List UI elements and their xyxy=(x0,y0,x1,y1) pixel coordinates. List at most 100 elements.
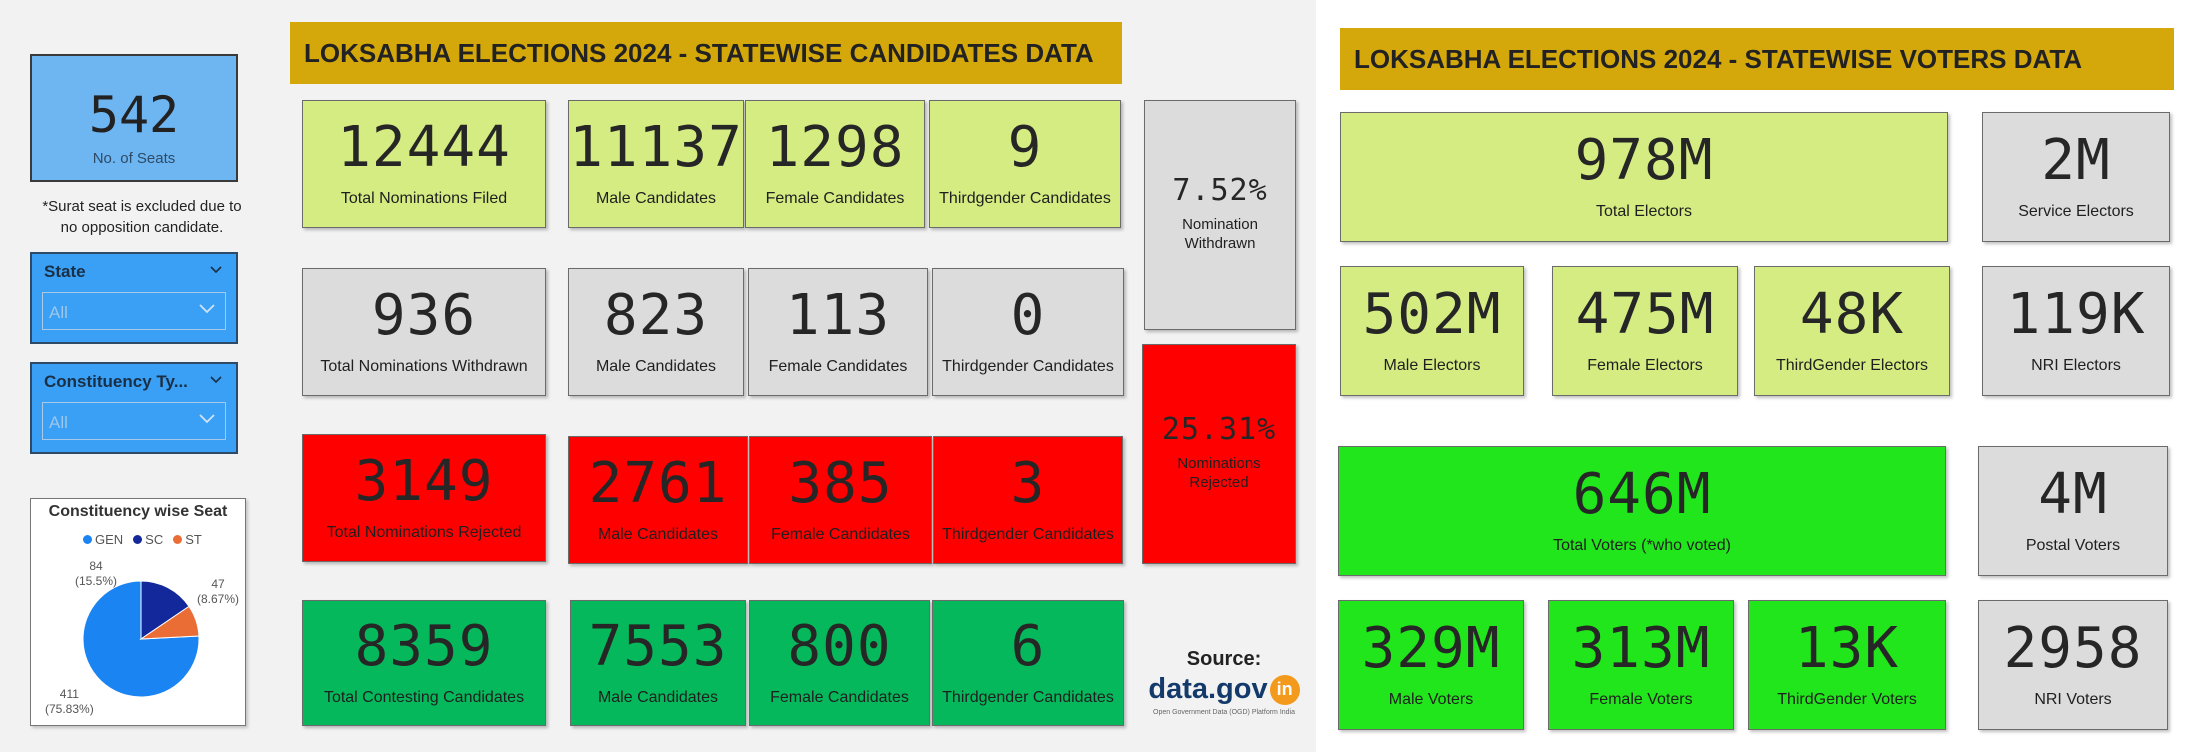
candidates-dashboard: LOKSABHA ELECTIONS 2024 - STATEWISE CAND… xyxy=(0,0,1316,752)
card-value: 12444 xyxy=(337,115,511,180)
card-label: Total Nominations Rejected xyxy=(326,524,522,541)
card-label: Male Electors xyxy=(1383,357,1481,374)
voters-dashboard: LOKSABHA ELECTIONS 2024 - STATEWISE VOTE… xyxy=(1316,0,2190,752)
pie-slice-sc[interactable] xyxy=(140,580,190,640)
card-value: 978M xyxy=(1574,128,1714,193)
chevron-down-icon[interactable] xyxy=(210,374,222,386)
pie-title: Constituency wise Seat xyxy=(48,503,228,520)
contesting-thirdgender-card: 6 Thirdgender Candidates xyxy=(932,600,1124,726)
pie-label-value: 84 xyxy=(89,559,103,573)
thirdgender-electors-card: 48K ThirdGender Electors xyxy=(1754,266,1950,396)
total-nominations-rejected-card: 3149 Total Nominations Rejected xyxy=(302,434,546,562)
pie-label-value: 47 xyxy=(211,577,225,591)
chevron-down-icon xyxy=(199,304,215,314)
postal-voters-card: 4M Postal Voters xyxy=(1978,446,2168,576)
card-label: Female Voters xyxy=(1589,691,1693,708)
card-label: Thirdgender Candidates xyxy=(942,689,1114,706)
constituency-type-slicer-label: Constituency Ty... xyxy=(44,372,188,391)
card-value: 7553 xyxy=(588,614,728,679)
pie-label-value: 411 xyxy=(59,687,79,701)
state-dropdown[interactable]: All xyxy=(42,292,226,330)
legend-label: GEN xyxy=(95,532,124,547)
legend-item-st[interactable]: ST xyxy=(173,532,202,547)
legend-label: ST xyxy=(185,532,202,547)
card-value: 6 xyxy=(1010,614,1046,679)
card-label: Female Candidates xyxy=(770,689,909,706)
card-label: Postal Voters xyxy=(2025,537,2121,554)
contesting-female-card: 800 Female Candidates xyxy=(749,600,930,726)
card-label: ThirdGender Electors xyxy=(1775,357,1929,374)
contesting-male-card: 7553 Male Candidates xyxy=(570,600,746,726)
card-label: Total Nominations Withdrawn xyxy=(320,358,528,375)
card-value: 0 xyxy=(1010,283,1046,348)
card-value: 329M xyxy=(1361,616,1501,681)
pie-label-st: 47 (8.67%) xyxy=(197,577,239,607)
card-label: Thirdgender Candidates xyxy=(942,526,1114,543)
card-label: ThirdGender Voters xyxy=(1777,691,1917,708)
card-label: Male Candidates xyxy=(597,689,719,706)
card-label: Female Electors xyxy=(1587,357,1703,374)
rejected-female-card: 385 Female Candidates xyxy=(749,436,932,564)
card-value: 13K xyxy=(1794,616,1900,681)
card-label: Female Candidates xyxy=(765,190,905,207)
legend-item-gen[interactable]: GEN xyxy=(83,532,123,547)
card-value: 119K xyxy=(2006,282,2146,347)
constituency-type-slicer[interactable]: Constituency Ty... All xyxy=(30,362,238,454)
pie-label-percent: (75.83%) xyxy=(45,702,94,716)
state-dropdown-value: All xyxy=(49,303,68,322)
rejected-male-card: 2761 Male Candidates xyxy=(568,436,748,564)
card-label: NRI Electors xyxy=(2031,357,2121,374)
card-value: 3 xyxy=(1010,451,1046,516)
card-value: 4M xyxy=(2038,462,2108,527)
male-electors-card: 502M Male Electors xyxy=(1340,266,1524,396)
card-value: 48K xyxy=(1799,282,1905,347)
thirdgender-voters-card: 13K ThirdGender Voters xyxy=(1748,600,1946,730)
card-value: 113 xyxy=(785,283,891,348)
nomination-withdrawn-percent-card: 7.52% Nomination Withdrawn xyxy=(1144,100,1296,330)
card-value: 313M xyxy=(1571,616,1711,681)
source-tagline: Open Government Data (OGD) Platform Indi… xyxy=(1153,709,1295,716)
legend-item-sc[interactable]: SC xyxy=(133,532,163,547)
card-value: 25.31% xyxy=(1161,412,1277,448)
total-voters-card: 646M Total Voters (*who voted) xyxy=(1338,446,1946,576)
card-value: 823 xyxy=(603,283,709,348)
card-value: 3149 xyxy=(354,449,494,514)
pie-legend: GEN SC ST xyxy=(83,532,202,547)
voters-title: LOKSABHA ELECTIONS 2024 - STATEWISE VOTE… xyxy=(1340,28,2174,90)
card-value: 646M xyxy=(1572,462,1712,527)
card-value: 1298 xyxy=(765,115,905,180)
card-value: 7.52% xyxy=(1172,173,1268,209)
filed-female-card: 1298 Female Candidates xyxy=(745,100,925,228)
female-electors-card: 475M Female Electors xyxy=(1552,266,1738,396)
card-value: 385 xyxy=(788,451,893,516)
card-value: 9 xyxy=(1007,115,1043,180)
card-value: 2M xyxy=(2041,128,2111,193)
brand-text: data.gov xyxy=(1148,673,1268,705)
chevron-down-icon[interactable] xyxy=(210,264,222,276)
candidates-title: LOKSABHA ELECTIONS 2024 - STATEWISE CAND… xyxy=(290,22,1122,84)
source-credit: Source: data.gov in Open Government Data… xyxy=(1144,648,1304,716)
legend-label: SC xyxy=(145,532,164,547)
state-slicer[interactable]: State All xyxy=(30,252,238,344)
service-electors-card: 2M Service Electors xyxy=(1982,112,2170,242)
card-label: Service Electors xyxy=(2018,203,2134,220)
card-label: Male Candidates xyxy=(595,358,717,375)
card-label: Thirdgender Candidates xyxy=(942,358,1114,375)
india-badge-icon: in xyxy=(1269,674,1300,705)
constituency-type-dropdown[interactable]: All xyxy=(42,402,226,440)
legend-dot xyxy=(173,535,183,544)
card-value: 502M xyxy=(1362,282,1502,347)
card-label: Nomination Withdrawn xyxy=(1182,216,1258,252)
pie-slice-st[interactable] xyxy=(139,605,200,640)
withdrawn-thirdgender-card: 0 Thirdgender Candidates xyxy=(932,268,1124,396)
total-nominations-withdrawn-card: 936 Total Nominations Withdrawn xyxy=(302,268,546,396)
pie-label-percent: (8.67%) xyxy=(197,592,240,606)
nominations-rejected-percent-card: 25.31% Nominations Rejected xyxy=(1142,344,1296,564)
card-label: Thirdgender Candidates xyxy=(939,190,1111,207)
legend-dot xyxy=(83,535,92,544)
card-value: 800 xyxy=(787,614,892,679)
chevron-down-icon xyxy=(199,414,215,424)
data-gov-logo[interactable]: data.gov in xyxy=(1144,673,1304,706)
card-value: 8359 xyxy=(354,614,494,679)
card-label: NRI Voters xyxy=(2034,691,2112,708)
